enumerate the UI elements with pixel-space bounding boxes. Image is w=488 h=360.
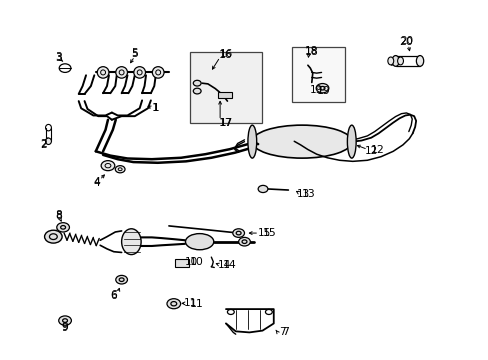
Bar: [292, 47, 344, 102]
Text: 11: 11: [189, 299, 203, 309]
Ellipse shape: [346, 125, 355, 158]
Text: 13: 13: [296, 189, 309, 199]
Text: 17: 17: [219, 118, 232, 128]
Circle shape: [57, 223, 69, 232]
Circle shape: [238, 237, 250, 246]
Text: 16: 16: [219, 49, 232, 59]
Text: 3: 3: [55, 52, 61, 62]
Ellipse shape: [391, 55, 399, 66]
Ellipse shape: [122, 229, 141, 255]
Text: 18: 18: [305, 46, 318, 57]
Circle shape: [258, 185, 267, 193]
Text: 14: 14: [217, 260, 230, 270]
Text: 20: 20: [399, 37, 412, 47]
Ellipse shape: [116, 67, 127, 78]
Bar: [217, 92, 232, 98]
Ellipse shape: [247, 125, 256, 158]
Text: 4: 4: [94, 178, 101, 188]
Text: 9: 9: [61, 322, 68, 332]
Text: 17: 17: [219, 118, 232, 128]
Ellipse shape: [387, 57, 393, 65]
Text: 5: 5: [131, 48, 138, 58]
Text: 4: 4: [94, 177, 101, 187]
Text: 7: 7: [279, 327, 285, 337]
Circle shape: [193, 80, 201, 86]
Text: 13: 13: [302, 189, 315, 199]
Text: 20: 20: [400, 36, 412, 46]
Text: 2: 2: [40, 140, 47, 150]
Circle shape: [59, 316, 71, 325]
Ellipse shape: [152, 67, 163, 78]
Text: 14: 14: [222, 260, 236, 270]
Text: 10: 10: [189, 257, 203, 267]
Text: 8: 8: [55, 211, 61, 221]
Text: 5: 5: [131, 49, 138, 59]
Text: 1: 1: [152, 103, 159, 113]
Text: 19: 19: [309, 85, 323, 95]
Text: 1: 1: [152, 103, 159, 113]
Text: 3: 3: [55, 53, 61, 63]
Ellipse shape: [97, 67, 109, 78]
Ellipse shape: [45, 138, 51, 144]
Ellipse shape: [251, 125, 351, 158]
Circle shape: [115, 166, 125, 173]
Circle shape: [193, 88, 201, 94]
Text: 18: 18: [305, 46, 318, 56]
Ellipse shape: [397, 57, 403, 65]
Text: 2: 2: [40, 139, 47, 149]
Text: 15: 15: [257, 228, 270, 238]
Bar: [189, 52, 262, 123]
Text: 6: 6: [110, 291, 117, 301]
Circle shape: [166, 299, 180, 309]
Text: 11: 11: [184, 298, 197, 309]
Ellipse shape: [185, 234, 213, 250]
Text: 15: 15: [263, 228, 276, 238]
Text: 12: 12: [369, 145, 383, 155]
Circle shape: [116, 275, 127, 284]
Text: 16: 16: [219, 50, 232, 60]
Circle shape: [101, 161, 115, 171]
Bar: [175, 259, 188, 267]
Text: 19: 19: [316, 86, 330, 96]
Text: 7: 7: [282, 327, 289, 337]
Ellipse shape: [134, 67, 145, 78]
Circle shape: [232, 229, 244, 237]
Text: 12: 12: [364, 145, 377, 156]
Circle shape: [44, 230, 62, 243]
Text: 10: 10: [185, 257, 198, 267]
Text: 6: 6: [110, 291, 117, 301]
Text: 9: 9: [61, 323, 68, 333]
Ellipse shape: [415, 55, 423, 66]
Text: 8: 8: [55, 210, 61, 220]
Circle shape: [316, 84, 328, 93]
